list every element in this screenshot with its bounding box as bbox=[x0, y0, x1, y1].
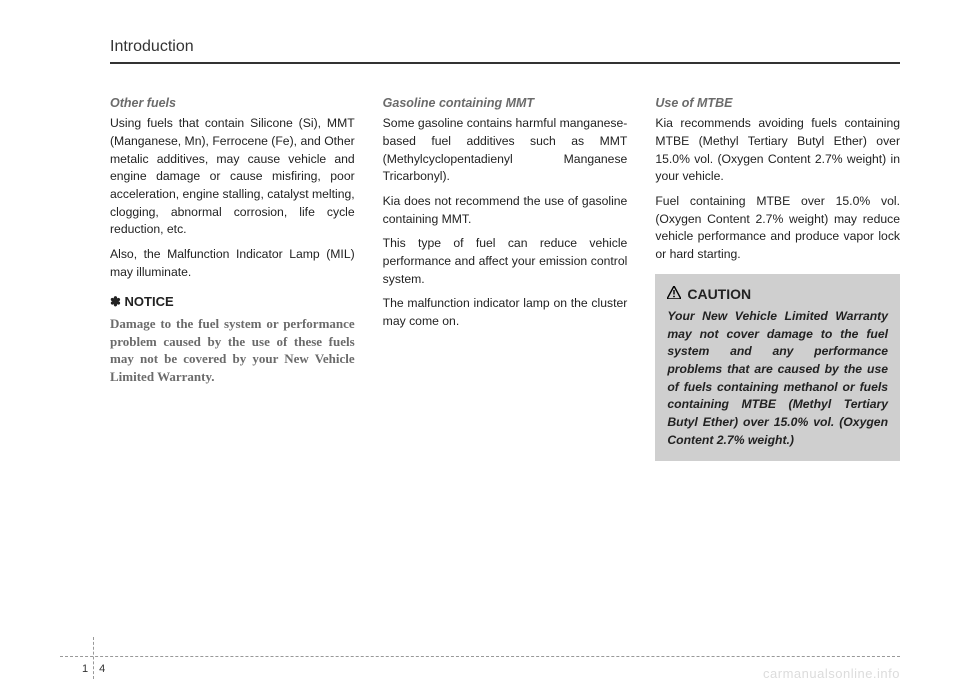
caution-label: CAUTION bbox=[687, 284, 751, 304]
chapter-header: Introduction bbox=[110, 38, 900, 64]
chapter-title: Introduction bbox=[110, 38, 194, 55]
page-number: 4 bbox=[94, 637, 105, 679]
col2-para-2: Kia does not recommend the use of gasoli… bbox=[383, 193, 628, 228]
watermark-text: carmanualsonline.info bbox=[763, 666, 900, 681]
caution-body: Your New Vehicle Limited Warranty may no… bbox=[667, 308, 888, 450]
notice-heading: ✽ NOTICE bbox=[110, 293, 355, 312]
page-footer: 1 4 bbox=[60, 656, 900, 661]
page-number-group: 1 4 bbox=[82, 637, 105, 679]
caution-heading: CAUTION bbox=[667, 284, 888, 304]
column-1: Other fuels Using fuels that contain Sil… bbox=[110, 94, 355, 461]
col2-para-1: Some gasoline contains harmful manganese… bbox=[383, 115, 628, 186]
col3-heading: Use of MTBE bbox=[655, 94, 900, 112]
col2-para-3: This type of fuel can reduce vehicle per… bbox=[383, 235, 628, 288]
warning-icon bbox=[667, 284, 681, 304]
col1-para-1: Using fuels that contain Silicone (Si), … bbox=[110, 115, 355, 239]
col3-para-2: Fuel containing MTBE over 15.0% vol. (Ox… bbox=[655, 193, 900, 264]
notice-mark-icon: ✽ bbox=[110, 294, 121, 309]
col2-para-4: The malfunction indicator lamp on the cl… bbox=[383, 295, 628, 330]
column-2: Gasoline containing MMT Some gasoline co… bbox=[383, 94, 628, 461]
col3-para-1: Kia recommends avoiding fuels containing… bbox=[655, 115, 900, 186]
col2-heading: Gasoline containing MMT bbox=[383, 94, 628, 112]
column-3: Use of MTBE Kia recommends avoiding fuel… bbox=[655, 94, 900, 461]
content-columns: Other fuels Using fuels that contain Sil… bbox=[110, 94, 900, 461]
col1-para-2: Also, the Malfunction Indicator Lamp (MI… bbox=[110, 246, 355, 281]
caution-box: CAUTION Your New Vehicle Limited Warrant… bbox=[655, 274, 900, 462]
notice-label: NOTICE bbox=[125, 294, 174, 309]
col1-heading: Other fuels bbox=[110, 94, 355, 112]
chapter-number: 1 bbox=[82, 637, 94, 679]
manual-page: Introduction Other fuels Using fuels tha… bbox=[0, 0, 960, 689]
notice-body: Damage to the fuel system or performance… bbox=[110, 315, 355, 385]
